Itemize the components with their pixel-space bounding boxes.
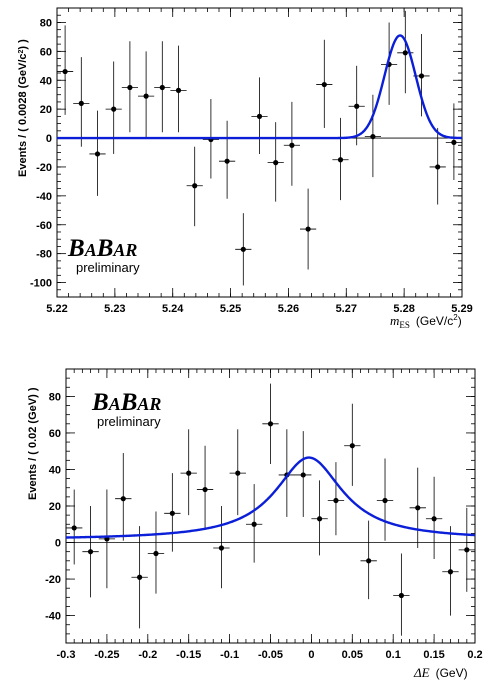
preliminary-label: preliminary (97, 414, 161, 429)
fit-curve (57, 34, 463, 140)
x-tick-label: 0.2 (467, 649, 482, 661)
delta-e-chart: BABAR preliminary Events / ( 0.02 (GeV) … (27, 368, 483, 680)
data-point (431, 516, 437, 522)
y-tick-label: -100 (30, 278, 52, 290)
data-point (333, 497, 339, 504)
data-point (153, 550, 159, 557)
data-point (447, 569, 454, 575)
babar-logo: BABAR (91, 389, 161, 416)
y-tick-label: 60 (49, 428, 61, 440)
data-point (240, 246, 246, 252)
y-tick-label: 60 (40, 46, 52, 58)
x-tick-label: 0 (308, 649, 314, 661)
y-tick-label: 20 (49, 501, 61, 513)
data-point (267, 421, 274, 427)
data-point (321, 81, 327, 88)
x-tick-label: 5.26 (278, 303, 299, 315)
x-axis-label: mES (GeV/c2) (390, 313, 462, 330)
data-point (159, 84, 165, 91)
x-tick-label: 5.23 (104, 303, 125, 315)
data-point (451, 139, 457, 145)
x-tick-label: -0.15 (176, 649, 201, 661)
y-axis-label: Events / ( 0.0028 (GeV/c2) ) (17, 39, 29, 177)
y-tick-label: 40 (40, 75, 52, 87)
data-point (370, 134, 376, 140)
x-tick-label: 5.24 (162, 303, 184, 315)
data-point (192, 183, 198, 189)
data-point (402, 50, 408, 56)
data-point (415, 505, 421, 511)
x-tick-label: 5.25 (220, 303, 241, 315)
y-tick-label: 40 (49, 464, 61, 476)
data-point (354, 103, 360, 109)
y-tick-label: 80 (40, 17, 52, 29)
x-tick-label: 5.29 (451, 303, 472, 315)
x-tick-label: 0.05 (342, 649, 363, 661)
x-tick-label: 0.1 (386, 649, 401, 661)
data-point (273, 160, 279, 166)
x-tick-label: -0.3 (57, 649, 76, 661)
y-tick-label: -40 (36, 191, 52, 203)
data-point (256, 113, 263, 119)
y-tick-label: 20 (40, 104, 52, 116)
x-tick-label: 5.28 (393, 303, 414, 315)
data-point (251, 521, 257, 527)
data-point (337, 157, 344, 163)
y-tick-label: -80 (36, 249, 52, 261)
data-point (235, 470, 241, 476)
data-point (87, 549, 94, 555)
data-point (418, 73, 425, 79)
data-point (224, 158, 230, 164)
data-point (305, 226, 311, 232)
y-tick-label: -60 (36, 220, 52, 232)
data-point (143, 93, 149, 99)
x-axis-label: ΔE (GeV) (413, 665, 468, 680)
mes-chart: BABAR preliminary Events / ( 0.0028 (GeV… (17, 7, 473, 330)
data-point (127, 84, 133, 91)
data-point (175, 87, 182, 93)
data-point (62, 68, 68, 75)
data-point (435, 164, 441, 170)
data-point (137, 574, 143, 580)
babar-logo: BABAR (67, 235, 137, 262)
x-tick-label: 5.27 (336, 303, 357, 315)
data-point (289, 142, 295, 148)
data-point (78, 100, 84, 106)
data-point (94, 151, 101, 157)
data-point (169, 510, 175, 516)
preliminary-label: preliminary (76, 260, 140, 275)
fit-curve (65, 456, 476, 539)
data-point (71, 525, 77, 531)
y-tick-label: 0 (55, 538, 61, 550)
x-tick-label: -0.2 (138, 649, 157, 661)
y-tick-label: -20 (45, 574, 61, 586)
data-point (349, 443, 355, 449)
data-point (366, 558, 372, 564)
x-tick-label: -0.05 (258, 649, 283, 661)
y-tick-label: -20 (36, 162, 52, 174)
data-point (398, 592, 404, 599)
data-point (120, 496, 126, 502)
data-point (218, 545, 225, 551)
data-point (186, 470, 192, 476)
x-tick-label: 0.15 (423, 649, 444, 661)
data-point (202, 486, 208, 493)
x-tick-label: 5.22 (46, 303, 67, 315)
data-point (111, 106, 117, 112)
y-tick-label: 80 (49, 391, 61, 403)
data-point (464, 547, 470, 553)
x-tick-label: -0.25 (94, 649, 119, 661)
y-axis-label: Events / ( 0.02 (GeV) ) (27, 387, 39, 500)
data-point (316, 516, 323, 522)
data-point (382, 497, 388, 504)
x-tick-label: -0.1 (220, 649, 239, 661)
y-tick-label: -40 (45, 611, 61, 623)
data-point (300, 472, 306, 478)
y-tick-label: 0 (46, 133, 52, 145)
